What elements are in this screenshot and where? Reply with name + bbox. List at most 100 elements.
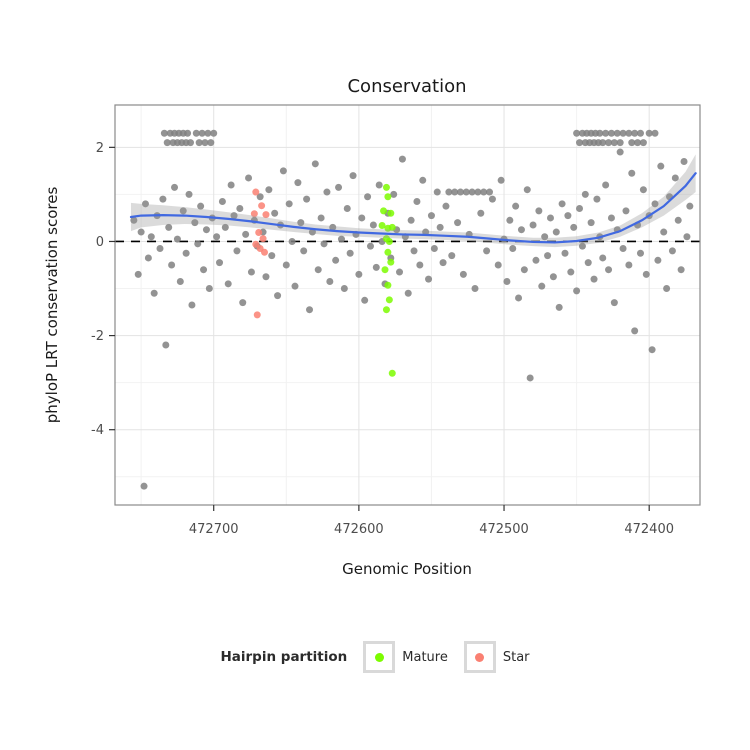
point-other	[349, 172, 357, 180]
point-other	[207, 139, 215, 147]
point-other	[549, 273, 557, 281]
point-other	[555, 303, 563, 311]
point-other	[184, 129, 192, 137]
point-other	[205, 285, 213, 293]
point-other	[314, 266, 322, 274]
point-other	[306, 306, 314, 314]
point-star	[253, 311, 261, 319]
point-other	[616, 148, 624, 156]
point-other	[200, 266, 208, 274]
point-other	[561, 249, 569, 257]
point-other	[398, 155, 406, 163]
point-other	[523, 186, 531, 194]
point-other	[512, 202, 520, 210]
point-other	[628, 139, 636, 147]
point-mature	[384, 193, 392, 201]
legend-item-star: Star	[463, 641, 530, 673]
point-other	[648, 346, 656, 354]
point-other	[610, 299, 618, 307]
point-other	[271, 209, 279, 217]
panel-border	[114, 104, 701, 506]
point-other	[165, 223, 173, 231]
point-other	[242, 230, 250, 238]
y-tick-label: 2	[96, 141, 104, 156]
point-other	[182, 249, 190, 257]
point-mature	[387, 209, 395, 217]
point-other	[285, 200, 293, 208]
point-other	[456, 188, 464, 196]
point-other	[162, 341, 170, 349]
point-other	[430, 245, 438, 253]
point-other	[308, 228, 316, 236]
point-other	[256, 193, 264, 201]
point-mature	[384, 281, 392, 289]
point-other	[224, 280, 232, 288]
point-other	[651, 129, 659, 137]
point-other	[578, 242, 586, 250]
point-other	[544, 252, 552, 260]
point-other	[628, 169, 636, 177]
point-other	[364, 193, 372, 201]
point-other	[317, 214, 325, 222]
point-other	[573, 129, 581, 137]
point-other	[320, 240, 328, 248]
x-tick-label: 472500	[479, 522, 529, 537]
point-other	[221, 223, 229, 231]
point-star	[252, 240, 260, 248]
point-other	[156, 245, 164, 253]
point-other	[375, 181, 383, 189]
point-other	[442, 202, 450, 210]
point-other	[619, 245, 627, 253]
point-other	[462, 188, 470, 196]
point-other	[636, 129, 644, 137]
legend-label-star: Star	[502, 649, 530, 665]
smooth-line	[129, 172, 697, 244]
point-other	[247, 268, 255, 276]
point-other	[660, 228, 668, 236]
legend-key-star	[463, 641, 496, 673]
point-other	[616, 139, 624, 147]
point-other	[300, 247, 308, 255]
point-other	[541, 233, 549, 241]
point-other	[605, 139, 613, 147]
point-other	[213, 233, 221, 241]
point-other	[634, 139, 642, 147]
point-other	[596, 129, 604, 137]
point-star	[259, 235, 267, 243]
point-other	[159, 195, 167, 203]
point-other	[216, 259, 224, 267]
point-other	[179, 207, 187, 215]
point-other	[335, 183, 343, 191]
point-mature	[384, 248, 392, 256]
point-other	[188, 301, 196, 309]
point-other	[639, 139, 647, 147]
point-other	[134, 270, 142, 278]
point-other	[323, 188, 331, 196]
x-tick-label: 472400	[624, 522, 674, 537]
point-other	[445, 188, 453, 196]
point-other	[517, 226, 525, 234]
y-axis-label: phyloP LRT conservation scores	[43, 186, 61, 424]
point-other	[587, 219, 595, 227]
point-other	[197, 202, 205, 210]
point-other	[329, 223, 337, 231]
point-other	[137, 228, 145, 236]
point-mature	[387, 258, 395, 266]
point-other	[294, 179, 302, 187]
point-other	[570, 223, 578, 231]
point-other	[535, 207, 543, 215]
mature-dot-icon	[374, 652, 384, 662]
point-other	[282, 261, 290, 269]
point-other	[311, 160, 319, 168]
point-other	[160, 129, 168, 137]
point-star	[252, 188, 260, 196]
point-other	[468, 188, 476, 196]
point-mature	[388, 369, 396, 377]
point-other	[573, 287, 581, 295]
point-other	[526, 374, 534, 382]
point-other	[274, 292, 282, 300]
point-other	[204, 129, 212, 137]
point-other	[239, 299, 247, 307]
point-other	[171, 183, 179, 191]
point-other	[503, 277, 511, 285]
